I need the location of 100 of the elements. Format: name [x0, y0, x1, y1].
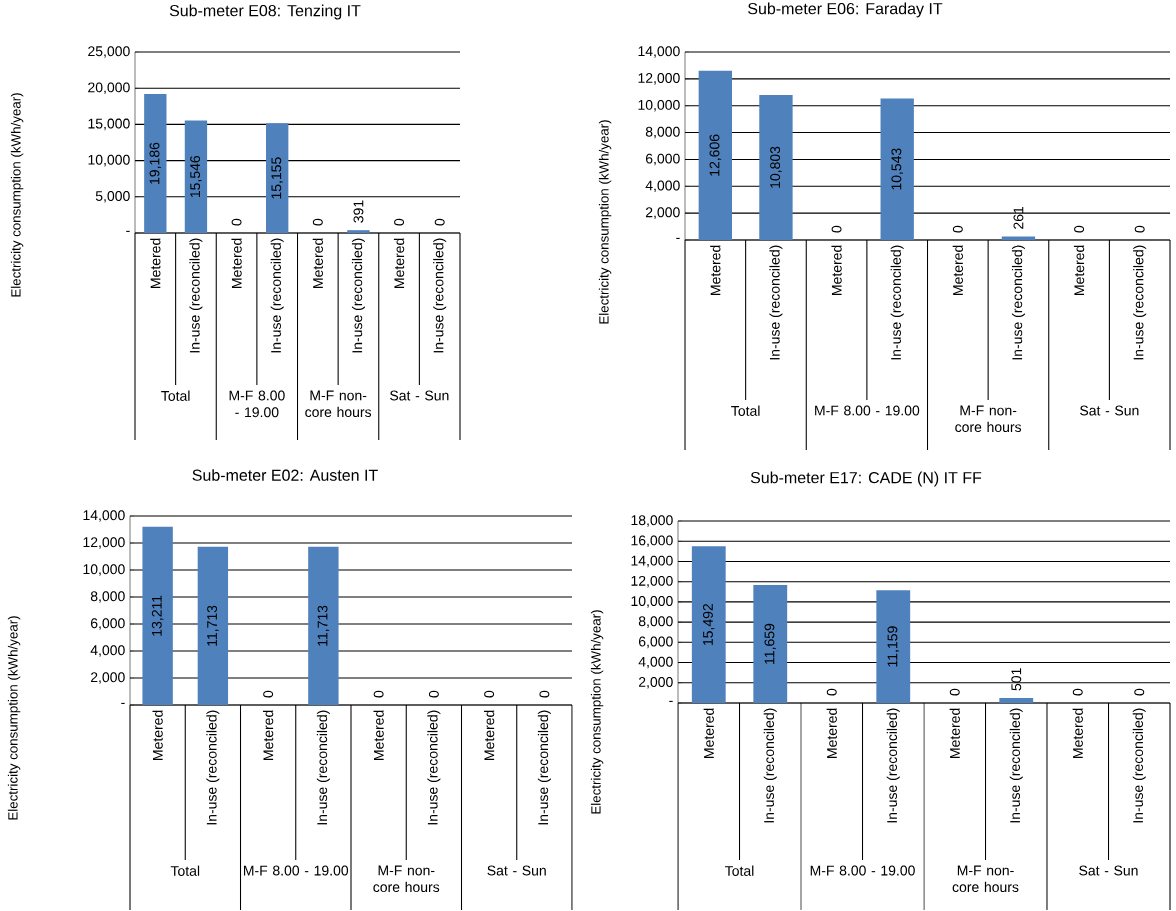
x-tick-label: Metered	[312, 238, 323, 288]
text: Sat - Sun	[487, 865, 546, 876]
y-tick-label: 18,000	[631, 515, 673, 527]
bar	[144, 94, 167, 233]
text: M-F 8.00 - 19.00	[810, 865, 915, 876]
data-label: 0	[1074, 225, 1085, 233]
bar	[691, 546, 726, 703]
data-label: 11,713	[317, 605, 330, 646]
y-tick-label: 6,000	[90, 618, 125, 630]
text: M-F non-core hours	[955, 405, 1022, 433]
y-tick-label: 5,000	[95, 191, 130, 203]
text: Sat - Sun	[1079, 865, 1138, 876]
y-axis-title: Electricity consumption (kWh/year)	[7, 616, 21, 820]
y-tick-label: 8,000	[645, 126, 680, 139]
text: Sat - Sun	[390, 390, 449, 401]
bar	[999, 697, 1034, 703]
x-tick-label: Metered	[231, 238, 242, 288]
y-tick-label: 12,000	[631, 575, 673, 588]
x-tick-label: In-use (reconciled)	[886, 708, 900, 823]
data-label: 0	[373, 690, 384, 698]
x-tick-label: Metered	[150, 238, 161, 288]
text: M-F non-core hours	[305, 390, 372, 418]
y-tick-label: 4,000	[90, 645, 125, 657]
y-tick-label: 4,000	[638, 656, 673, 669]
chart-title: Sub-meter E08: Tenzing IT	[169, 4, 361, 20]
text: M-F 8.00 - 19.00	[229, 390, 285, 418]
bar	[347, 230, 370, 233]
data-label: 0	[484, 690, 495, 698]
x-tick-label: In-use (reconciled)	[316, 710, 330, 825]
x-tick-label: Metered	[826, 708, 837, 758]
y-tick-label: 10,000	[631, 596, 673, 608]
data-label: 261	[1013, 206, 1024, 229]
data-label: 0	[434, 218, 445, 226]
x-tick-label: In-use (reconciled)	[890, 245, 904, 360]
x-tick-label: Metered	[1073, 245, 1085, 295]
y-tick-label: -	[121, 702, 125, 704]
chart-title: Sub-meter E06: Faraday IT	[748, 2, 943, 18]
data-label: 0	[263, 690, 274, 698]
data-label: 15,546	[190, 155, 202, 198]
y-axis-title: Electricity consumption (kWh/year)	[598, 120, 612, 324]
data-label: 501	[1011, 668, 1022, 691]
data-label: 0	[231, 218, 242, 226]
y-tick-label: 14,000	[83, 510, 125, 522]
y-tick-label: 8,000	[638, 616, 673, 628]
x-tick-label: In-use (reconciled)	[351, 238, 365, 353]
data-label: 0	[831, 225, 842, 233]
data-label: 0	[826, 688, 837, 696]
y-tick-label: 14,000	[638, 46, 680, 58]
y-tick-label: 8,000	[90, 591, 125, 603]
x-tick-label: Metered	[1072, 708, 1083, 758]
text: Sat - Sun	[1080, 405, 1139, 416]
x-tick-label: Metered	[373, 710, 384, 760]
y-tick-label: 10,000	[638, 99, 680, 112]
text: M-F non-core hours	[373, 865, 440, 893]
x-tick-label: In-use (reconciled)	[270, 238, 284, 353]
y-tick-label: 15,000	[88, 118, 130, 131]
chart-title: Sub-meter E17: CADE (N) IT FF	[750, 471, 982, 487]
data-label: 0	[1072, 688, 1083, 696]
text: Total	[161, 390, 190, 401]
x-tick-label: In-use (reconciled)	[1011, 245, 1025, 360]
text: M-F non-core hours	[952, 865, 1019, 893]
x-tick-label: In-use (reconciled)	[433, 238, 447, 353]
y-tick-label: -	[669, 700, 673, 702]
x-tick-label: Metered	[952, 245, 963, 295]
bar	[266, 123, 289, 233]
y-tick-label: 6,000	[638, 636, 673, 649]
data-label: 13,211	[151, 595, 164, 636]
data-label: 0	[394, 218, 405, 226]
x-tick-label: In-use (reconciled)	[189, 238, 203, 353]
text: Total	[725, 865, 754, 876]
x-tick-label: Metered	[831, 245, 842, 295]
x-tick-label: Metered	[152, 710, 163, 760]
y-tick-label: 12,000	[83, 537, 125, 549]
x-tick-label: Metered	[483, 710, 495, 760]
data-label: 0	[539, 690, 550, 698]
bar	[1001, 236, 1036, 240]
data-label: 0	[1134, 688, 1145, 696]
bar	[184, 120, 208, 233]
bar	[698, 70, 732, 240]
x-tick-label: In-use (reconciled)	[1009, 708, 1023, 823]
y-tick-label: -	[676, 237, 680, 239]
data-label: 12,606	[709, 134, 722, 176]
y-axis-title: Electricity consumption (kWh/year)	[590, 610, 604, 814]
data-label: 0	[428, 690, 439, 698]
x-tick-label: In-use (reconciled)	[1132, 708, 1146, 823]
x-tick-label: In-use (reconciled)	[537, 710, 551, 825]
data-label: 15,492	[702, 603, 715, 646]
x-tick-label: Metered	[262, 710, 274, 760]
data-label: 10,803	[770, 146, 782, 188]
y-tick-label: 2,000	[90, 672, 125, 684]
x-tick-label: In-use (reconciled)	[1133, 245, 1147, 360]
x-tick-label: Metered	[393, 238, 405, 288]
data-label: 0	[1134, 225, 1145, 233]
bar	[880, 98, 914, 240]
text: M-F 8.00 - 19.00	[815, 405, 920, 416]
bar	[876, 590, 911, 703]
data-label: 0	[312, 218, 323, 226]
y-tick-label: 4,000	[645, 180, 680, 193]
data-label: 11,659	[764, 623, 777, 664]
y-tick-label: 25,000	[88, 46, 130, 58]
